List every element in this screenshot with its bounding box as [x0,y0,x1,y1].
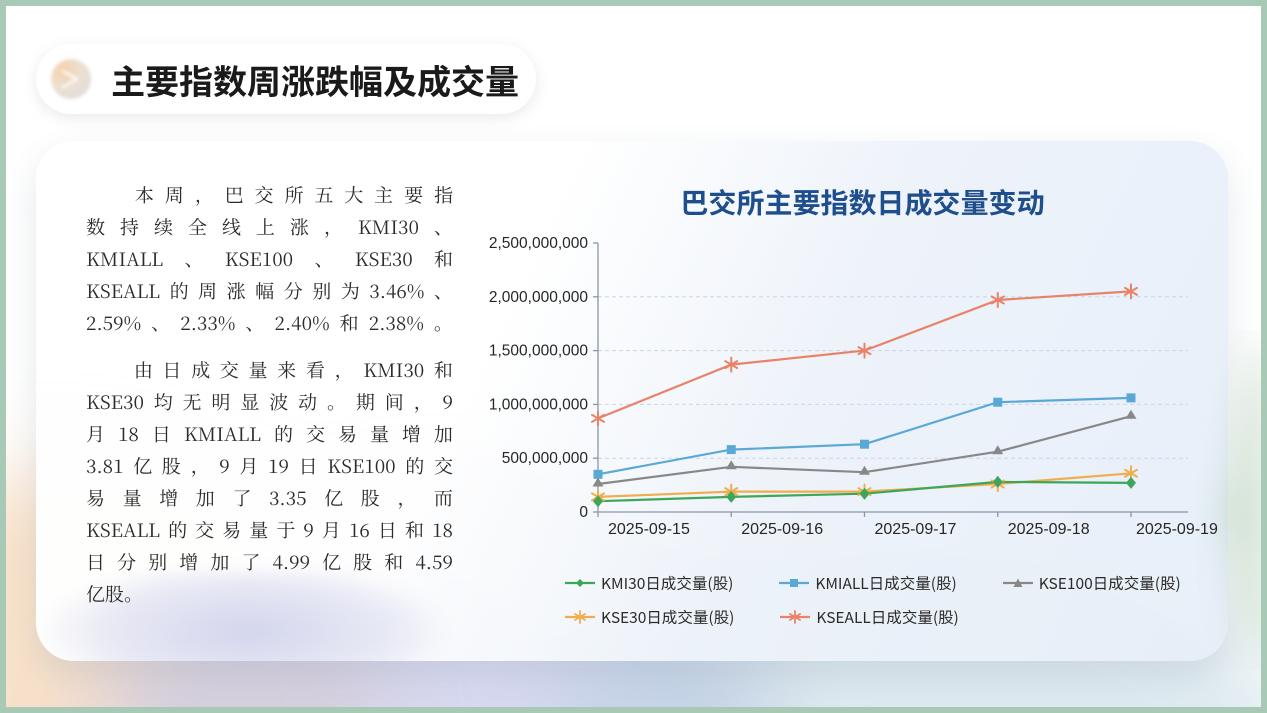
svg-text:2025-09-16: 2025-09-16 [741,521,823,538]
svg-text:2025-09-19: 2025-09-19 [1136,521,1218,538]
svg-text:1,500,000,000: 1,500,000,000 [489,343,589,360]
svg-text:2025-09-17: 2025-09-17 [875,521,957,538]
svg-text:2025-09-18: 2025-09-18 [1008,521,1090,538]
svg-text:0: 0 [579,504,588,521]
svg-text:2,000,000,000: 2,000,000,000 [489,289,589,306]
svg-text:2,500,000,000: 2,500,000,000 [489,235,589,252]
svg-text:500,000,000: 500,000,000 [502,450,589,467]
svg-text:2025-09-15: 2025-09-15 [608,521,690,538]
svg-text:1,000,000,000: 1,000,000,000 [489,396,589,413]
